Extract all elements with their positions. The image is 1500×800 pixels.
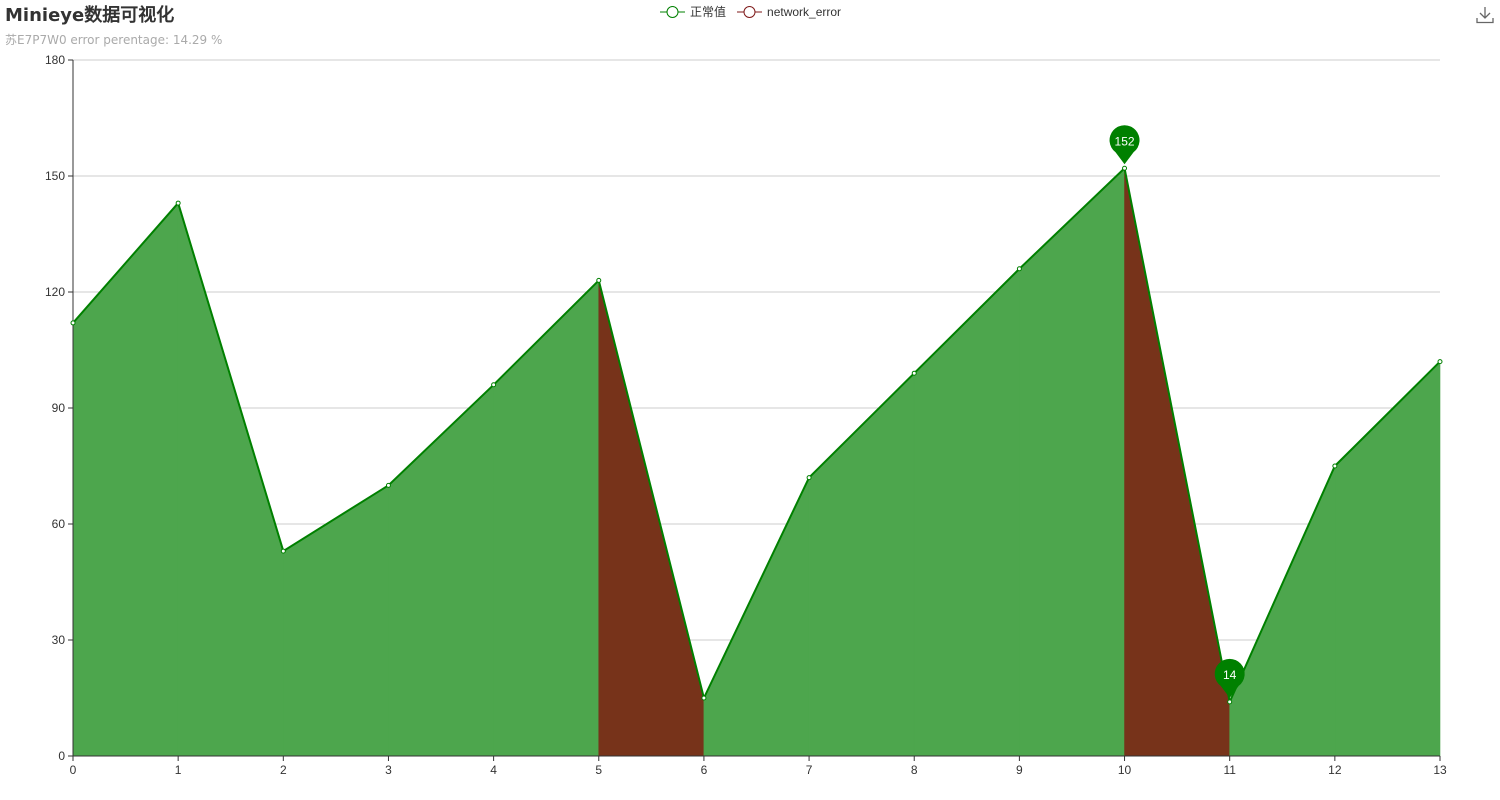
data-point — [175, 200, 181, 206]
mark-point-label: 14 — [1223, 668, 1237, 682]
chart-subtitle: 苏E7P7W0 error perentage: 14.29 % — [5, 33, 223, 47]
mark-point-pin — [1109, 125, 1140, 165]
legend-label-network-error: network_error — [767, 4, 842, 19]
data-point — [385, 482, 391, 488]
series-line — [72, 166, 1441, 706]
data-point — [491, 382, 497, 388]
area-segment-normal — [1019, 167, 1125, 757]
x-tick-label: 13 — [1433, 763, 1447, 777]
x-tick-label: 3 — [385, 763, 392, 777]
area-segment-normal — [913, 268, 1020, 757]
legend-item-normal[interactable]: 正常值 — [660, 3, 726, 20]
y-tick-label: 180 — [45, 53, 65, 67]
x-tick-label: 5 — [595, 763, 602, 777]
x-tick-label: 10 — [1118, 763, 1132, 777]
legend-marker-normal-icon — [660, 5, 685, 18]
area-segment-normal — [177, 202, 284, 757]
y-tick-label: 150 — [45, 169, 65, 183]
y-tick-label: 120 — [45, 285, 65, 299]
x-tick-label: 4 — [490, 763, 497, 777]
legend-marker-error-icon — [737, 5, 763, 18]
data-point — [701, 695, 707, 701]
data-point — [1437, 359, 1443, 365]
y-tick-label: 90 — [52, 401, 66, 415]
area-segment-normal — [388, 384, 494, 757]
data-point — [1122, 165, 1128, 171]
chart-title: Minieye数据可视化 — [5, 5, 175, 26]
mark-point-label: 152 — [1115, 134, 1135, 148]
area-segment-normal — [283, 484, 389, 757]
x-tick-label: 0 — [70, 763, 77, 777]
data-point — [911, 370, 917, 376]
legend: 正常值 network_error — [660, 3, 852, 20]
area-segment-error — [598, 280, 705, 757]
area-segment-normal — [703, 477, 810, 757]
area-segment-normal — [72, 202, 179, 757]
x-tick-label: 12 — [1328, 763, 1342, 777]
x-tick-label: 8 — [911, 763, 918, 777]
area-segment-normal — [1229, 465, 1336, 757]
x-tick-label: 11 — [1223, 763, 1236, 777]
area-segment-error — [1124, 168, 1230, 757]
download-icon[interactable] — [1476, 6, 1494, 24]
legend-label-normal: 正常值 — [690, 5, 727, 19]
data-point — [280, 548, 286, 554]
x-tick-label: 7 — [806, 763, 813, 777]
legend-item-network-error[interactable]: network_error — [737, 5, 841, 19]
x-tick-label: 6 — [701, 763, 708, 777]
x-tick-label: 2 — [280, 763, 287, 777]
x-tick-label: 9 — [1016, 763, 1023, 777]
data-point — [806, 475, 812, 481]
mark-point-pin — [1214, 658, 1245, 698]
area-segment-normal — [1334, 360, 1441, 757]
y-tick-label: 30 — [52, 633, 66, 647]
y-tick-label: 0 — [58, 749, 65, 763]
area-segment-normal — [808, 372, 915, 757]
data-point — [1016, 266, 1022, 272]
data-point — [1332, 463, 1338, 469]
data-point — [596, 277, 602, 283]
area-segment-normal — [493, 279, 600, 757]
x-tick-label: 1 — [175, 763, 182, 777]
data-point — [1227, 699, 1233, 705]
data-point — [70, 320, 76, 326]
y-tick-label: 60 — [52, 517, 66, 531]
